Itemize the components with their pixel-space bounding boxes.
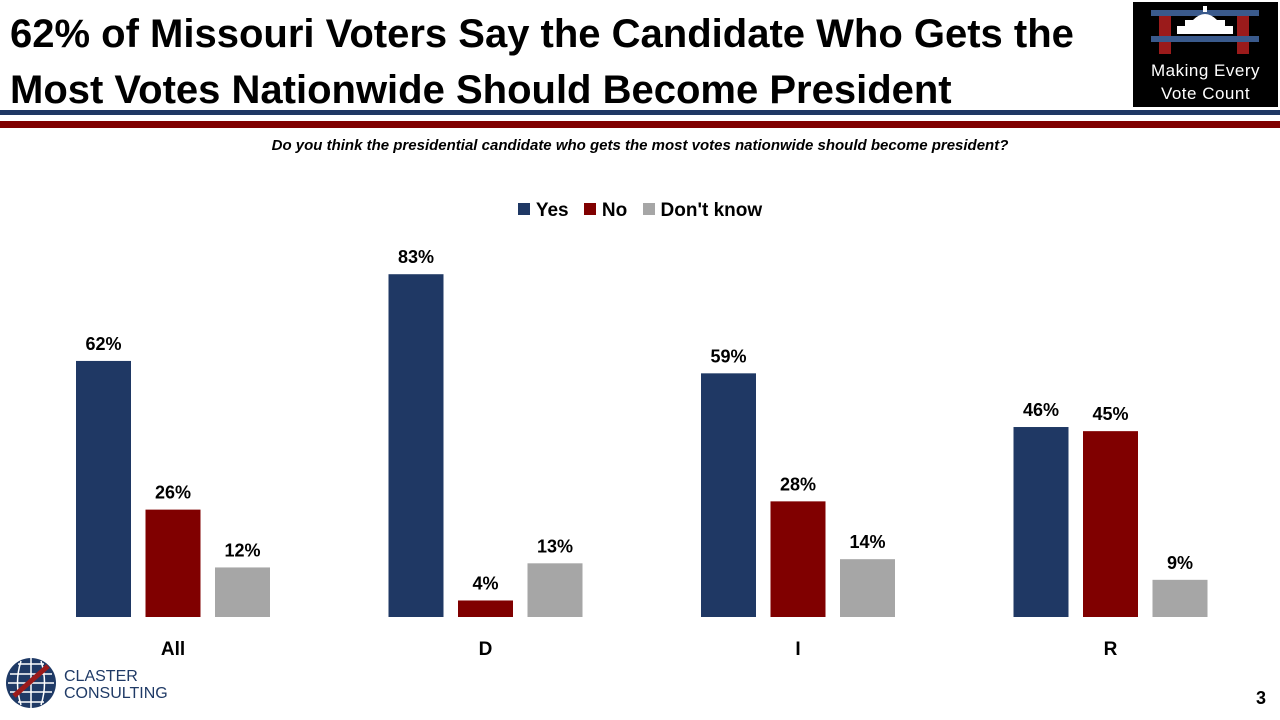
category-label-r: R [1104,639,1118,660]
data-label-don-t-know-all: 12% [224,540,260,560]
making-every-vote-count-logo: Making Every Vote Count [1133,2,1278,107]
legend-swatch-no [583,203,596,215]
survey-question: Do you think the presidential candidate … [271,137,1009,154]
header-rule-red [0,121,1280,128]
bar-no-i [770,501,826,617]
bar-yes-all [76,360,131,617]
data-label-no-r: 45% [1092,404,1128,424]
page-number: 3 [1255,688,1266,708]
legend-swatch-yes [517,203,530,215]
legend-item-yes: Yes [517,200,569,222]
bar-don-t-know-r [1152,579,1208,617]
legend-swatch-dont-know [642,203,655,215]
legend-label-dont-know: Don't know [660,200,763,221]
bar-don-t-know-all [215,567,270,617]
data-label-don-t-know-i: 14% [849,532,885,552]
data-label-no-i: 28% [780,474,816,494]
page-title: 62% of Missouri Voters Say the Candidate… [10,12,1074,112]
claster-consulting-logo: CLASTER CONSULTING [4,652,168,714]
category-label-d: D [479,639,493,660]
chart-legend: Yes No Don't know [0,200,1280,222]
bar-no-all [145,509,201,617]
data-label-yes-i: 59% [710,346,746,366]
data-label-don-t-know-d: 13% [537,536,573,556]
data-label-yes-all: 62% [85,334,121,354]
bar-yes-r [1013,427,1069,617]
bar-don-t-know-d [527,563,583,617]
bar-yes-i [701,373,756,617]
capitol-icon [1151,6,1259,54]
logo-text-line1: Making Every [1151,61,1260,80]
legend-label-yes: Yes [535,200,569,221]
legend-item-no: No [583,200,628,222]
legend-label-no: No [601,200,628,221]
data-label-no-d: 4% [472,573,498,593]
category-label-i: I [795,639,800,660]
header-rule-gap [0,117,1280,119]
legend-item-dont-know: Don't know [642,200,763,222]
bar-no-d [458,600,513,617]
bar-yes-d [388,274,444,617]
bar-don-t-know-i [840,559,895,617]
data-label-no-all: 26% [155,483,191,503]
globe-icon [6,658,56,708]
data-label-yes-r: 46% [1023,400,1059,420]
data-label-yes-d: 83% [398,247,434,267]
logo-text-line2: Vote Count [1160,84,1251,103]
company-name-line2: CONSULTING [64,685,168,702]
company-name-line1: CLASTER [64,668,138,685]
data-label-don-t-know-r: 9% [1167,553,1193,573]
header-rule-navy [0,110,1280,115]
bar-no-r [1083,431,1138,617]
category-label-all: All [161,639,185,660]
